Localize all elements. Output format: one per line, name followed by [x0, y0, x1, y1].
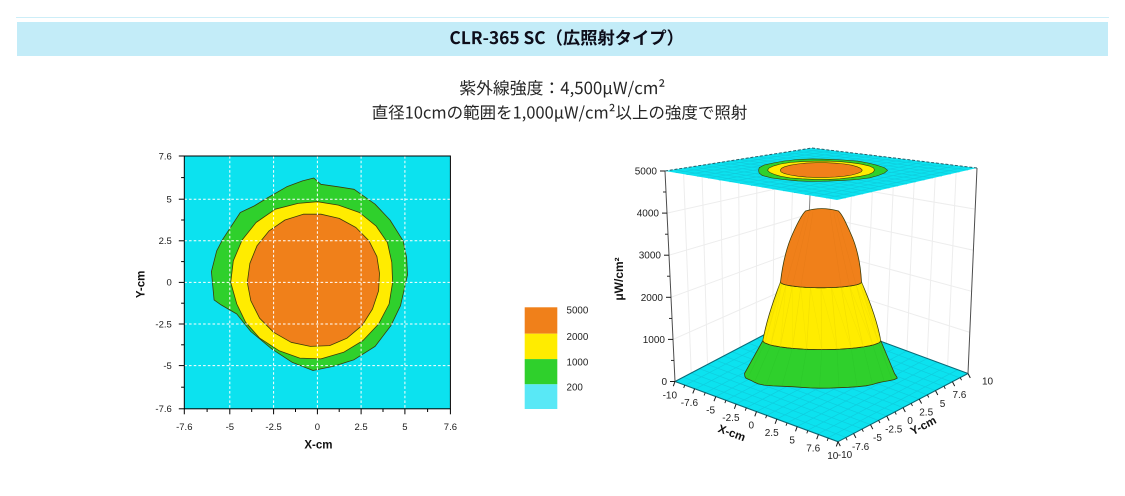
svg-text:X-cm: X-cm	[716, 423, 747, 444]
svg-text:0: 0	[749, 421, 755, 432]
svg-text:-10: -10	[838, 450, 853, 461]
svg-text:1000: 1000	[643, 335, 666, 346]
svg-text:-7.6: -7.6	[155, 404, 171, 415]
svg-text:-5: -5	[706, 406, 715, 417]
svg-text:-7.6: -7.6	[681, 398, 699, 409]
svg-text:10: 10	[982, 376, 994, 387]
svg-text:-2.5: -2.5	[265, 422, 281, 433]
svg-text:2.5: 2.5	[919, 407, 933, 418]
svg-text:X-cm: X-cm	[304, 440, 332, 452]
svg-text:2.5: 2.5	[354, 422, 367, 433]
svg-text:5: 5	[167, 195, 172, 206]
svg-text:Y-cm: Y-cm	[136, 271, 148, 299]
svg-text:-2.5: -2.5	[722, 413, 740, 424]
svg-text:-2.5: -2.5	[885, 424, 903, 435]
svg-text:7.6: 7.6	[952, 390, 966, 401]
svg-text:3000: 3000	[639, 251, 662, 262]
svg-text:-2.5: -2.5	[155, 319, 171, 330]
svg-text:2000: 2000	[567, 332, 589, 343]
svg-text:0: 0	[315, 422, 320, 433]
svg-text:-7.6: -7.6	[176, 422, 192, 433]
svg-text:5: 5	[789, 436, 795, 447]
svg-text:0: 0	[907, 416, 913, 427]
svg-text:-5: -5	[873, 433, 882, 444]
svg-text:2000: 2000	[641, 293, 664, 304]
svg-text:10: 10	[827, 451, 839, 462]
svg-text:-10: -10	[663, 391, 678, 402]
svg-text:7.6: 7.6	[444, 422, 457, 433]
svg-text:-5: -5	[226, 422, 234, 433]
svg-text:-7.6: -7.6	[852, 442, 870, 453]
svg-text:5000: 5000	[567, 306, 589, 317]
svg-text:7.6: 7.6	[159, 151, 172, 162]
svg-text:1000: 1000	[567, 357, 589, 368]
svg-text:2.5: 2.5	[765, 428, 779, 439]
svg-text:4000: 4000	[637, 209, 660, 220]
svg-text:5000: 5000	[635, 167, 658, 178]
svg-text:0: 0	[661, 377, 667, 388]
svg-text:200: 200	[567, 383, 584, 394]
svg-text:μW/cm²: μW/cm²	[612, 257, 626, 300]
svg-text:5: 5	[402, 422, 407, 433]
svg-text:5: 5	[940, 399, 946, 410]
svg-text:2.5: 2.5	[159, 236, 172, 247]
svg-text:-5: -5	[163, 361, 171, 372]
svg-text:7.6: 7.6	[806, 444, 820, 455]
svg-text:0: 0	[167, 278, 172, 289]
